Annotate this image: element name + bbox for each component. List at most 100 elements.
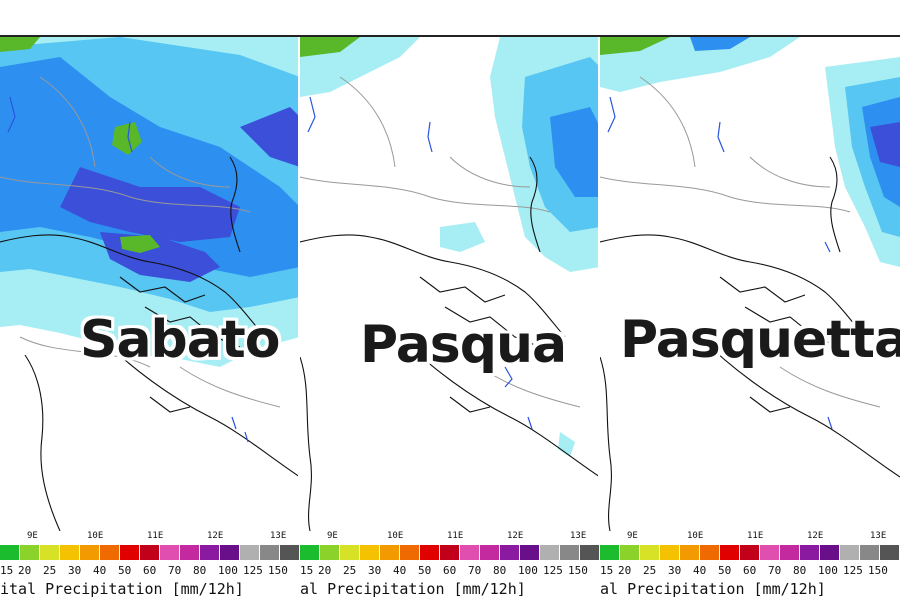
- color-scale-value: 80: [793, 564, 807, 577]
- color-scale-swatch: [380, 545, 400, 560]
- color-scale-swatch: [860, 545, 880, 560]
- color-scale-swatch: [540, 545, 560, 560]
- longitude-tick-label: 10E: [87, 531, 104, 541]
- color-scale-value: 70: [168, 564, 182, 577]
- color-scale-value: 15: [600, 564, 614, 577]
- color-scale-swatch: [160, 545, 180, 560]
- color-scale-swatch: [360, 545, 380, 560]
- longitude-tick-label: 11E: [147, 531, 164, 541]
- region-borders: [600, 76, 881, 408]
- color-scale-swatch: [800, 545, 820, 560]
- panel-divider: [598, 37, 600, 531]
- color-scale-swatch: [140, 545, 160, 560]
- longitude-tick-label: 9E: [27, 531, 38, 541]
- longitude-axis: 9E 10E 11E 12E 13E: [0, 531, 300, 543]
- color-scale-swatch: [240, 545, 260, 560]
- color-scale-value: 50: [418, 564, 432, 577]
- color-scale-value: 30: [68, 564, 82, 577]
- color-scale-value: 60: [143, 564, 157, 577]
- color-scale-title: al Precipitation [mm/12h]: [300, 580, 526, 598]
- color-scale-swatch: [520, 545, 540, 560]
- longitude-tick-label: 12E: [507, 531, 524, 541]
- color-scale-swatch: [500, 545, 520, 560]
- color-scale-value: 150: [268, 564, 288, 577]
- panel-divider: [298, 37, 300, 531]
- color-scale-swatch: [820, 545, 840, 560]
- color-scale-title: ital Precipitation [mm/12h]: [0, 580, 244, 598]
- longitude-tick-label: 11E: [447, 531, 464, 541]
- color-scale-swatch: [100, 545, 120, 560]
- color-scale-value: 20: [618, 564, 632, 577]
- map-top-border: [0, 35, 900, 37]
- color-scale-swatch: [340, 545, 360, 560]
- day-label-pasquetta: Pasquetta: [620, 310, 900, 370]
- precipitation-map-sabato: [0, 37, 300, 531]
- longitude-axis: 9E 10E 11E 12E 13E: [600, 531, 900, 543]
- longitude-tick-label: 10E: [687, 531, 704, 541]
- color-scale-value: 150: [868, 564, 888, 577]
- color-scale-swatch: [760, 545, 780, 560]
- color-scale-swatch: [580, 545, 600, 560]
- color-scale-value: 25: [43, 564, 57, 577]
- color-scale-value: 100: [218, 564, 238, 577]
- precipitation-color-scale: [300, 545, 600, 560]
- color-scale-value: 125: [243, 564, 263, 577]
- color-scale-value: 30: [368, 564, 382, 577]
- color-scale-title: al Precipitation [mm/12h]: [600, 580, 826, 598]
- map-panel-pasquetta: Pasquetta: [600, 37, 900, 531]
- color-scale-swatch: [780, 545, 800, 560]
- color-scale-value: 80: [193, 564, 207, 577]
- coastline: [300, 156, 600, 531]
- color-scale-swatch: [640, 545, 660, 560]
- color-scale-swatch: [480, 545, 500, 560]
- color-scale-swatch: [420, 545, 440, 560]
- color-scale-value: 80: [493, 564, 507, 577]
- color-scale-value: 30: [668, 564, 682, 577]
- color-scale-value: 20: [18, 564, 32, 577]
- longitude-tick-label: 12E: [207, 531, 224, 541]
- rain-field: [300, 37, 600, 457]
- color-scale-value: 40: [693, 564, 707, 577]
- longitude-tick-label: 12E: [807, 531, 824, 541]
- color-scale-swatch: [260, 545, 280, 560]
- color-scale-value: 50: [718, 564, 732, 577]
- lakes: [307, 96, 533, 430]
- longitude-tick-label: 11E: [747, 531, 764, 541]
- color-scale-swatch: [280, 545, 300, 560]
- color-scale-swatch: [660, 545, 680, 560]
- color-scale-value: 70: [768, 564, 782, 577]
- color-scale-swatch: [880, 545, 900, 560]
- color-scale-swatch: [680, 545, 700, 560]
- color-scale-swatch: [40, 545, 60, 560]
- color-scale-swatch: [300, 545, 320, 560]
- color-scale-value: 20: [318, 564, 332, 577]
- color-scale-swatch: [560, 545, 580, 560]
- rain-field: [600, 37, 900, 267]
- color-scale-value: 125: [843, 564, 863, 577]
- color-scale-value: 25: [643, 564, 657, 577]
- color-scale-swatch: [440, 545, 460, 560]
- color-scale-value: 25: [343, 564, 357, 577]
- color-scale-swatch: [120, 545, 140, 560]
- color-scale-swatch: [200, 545, 220, 560]
- region-borders: [300, 76, 581, 408]
- color-scale-value: 40: [93, 564, 107, 577]
- color-scale-swatch: [220, 545, 240, 560]
- color-scale-swatch: [460, 545, 480, 560]
- precipitation-map-pasqua: [300, 37, 600, 531]
- color-scale-value: 70: [468, 564, 482, 577]
- color-scale-value: 150: [568, 564, 588, 577]
- lakes: [7, 96, 249, 443]
- color-scale-values: 15 20 25 30 40 50 60 70 80 100 125 150: [600, 564, 900, 578]
- color-scale-swatch: [740, 545, 760, 560]
- color-scale-swatch: [720, 545, 740, 560]
- color-scale-value: 100: [518, 564, 538, 577]
- precipitation-map-pasquetta: [600, 37, 900, 531]
- longitude-tick-label: 13E: [870, 531, 887, 541]
- color-scale-swatch: [80, 545, 100, 560]
- longitude-axis: 9E 10E 11E 12E 13E: [300, 531, 600, 543]
- color-scale-value: 15: [0, 564, 14, 577]
- map-panel-pasqua: Pasqua: [300, 37, 600, 531]
- day-label-sabato: Sabato: [80, 310, 280, 370]
- color-scale-swatch: [600, 545, 620, 560]
